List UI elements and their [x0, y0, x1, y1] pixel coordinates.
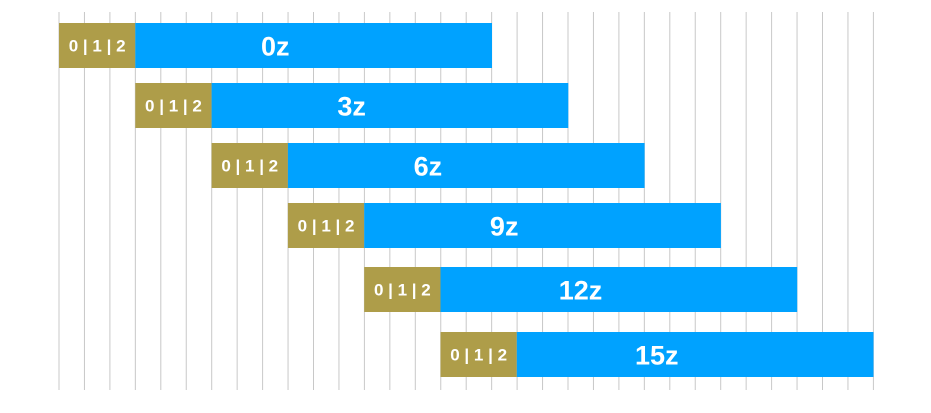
tag-label: 0 | 1 | 2	[374, 281, 431, 300]
tag-segment	[59, 23, 136, 68]
tag-segment	[440, 332, 517, 377]
bar-row: 0 | 1 | 2 3z	[135, 83, 569, 128]
tag-label: 0 | 1 | 2	[450, 346, 507, 365]
main-segment	[516, 332, 874, 377]
tag-label: 0 | 1 | 2	[298, 217, 355, 236]
bar-row: 0 | 1 | 2 12z	[364, 267, 798, 312]
bar-row: 0 | 1 | 2 6z	[211, 143, 645, 188]
tag-segment	[364, 267, 441, 312]
bar-row: 0 | 1 | 2 0z	[59, 23, 493, 68]
bar-row: 0 | 1 | 2 15z	[440, 332, 874, 377]
main-segment	[135, 23, 493, 68]
bar-label: 12z	[559, 276, 603, 306]
tag-segment	[287, 203, 365, 248]
main-segment	[287, 143, 645, 188]
tag-label: 0 | 1 | 2	[145, 97, 202, 116]
tag-segment	[211, 143, 288, 188]
bar-row: 0 | 1 | 2 9z	[287, 203, 721, 248]
main-segment	[364, 203, 721, 248]
grid-lines	[58, 12, 874, 390]
bar-label: 15z	[635, 341, 679, 371]
bar-label: 3z	[337, 92, 366, 122]
bar-rows: 0 | 1 | 2 0z0 | 1 | 2 3z0 | 1 | 2 6z0 | 1 |…	[59, 23, 874, 377]
tag-label: 0 | 1 | 2	[69, 37, 126, 56]
bar-label: 0z	[261, 32, 290, 62]
main-segment	[440, 267, 798, 312]
tag-segment	[135, 83, 212, 128]
bar-label: 6z	[414, 152, 443, 182]
bar-label: 9z	[490, 212, 519, 242]
main-segment	[211, 83, 569, 128]
tag-label: 0 | 1 | 2	[221, 157, 278, 176]
